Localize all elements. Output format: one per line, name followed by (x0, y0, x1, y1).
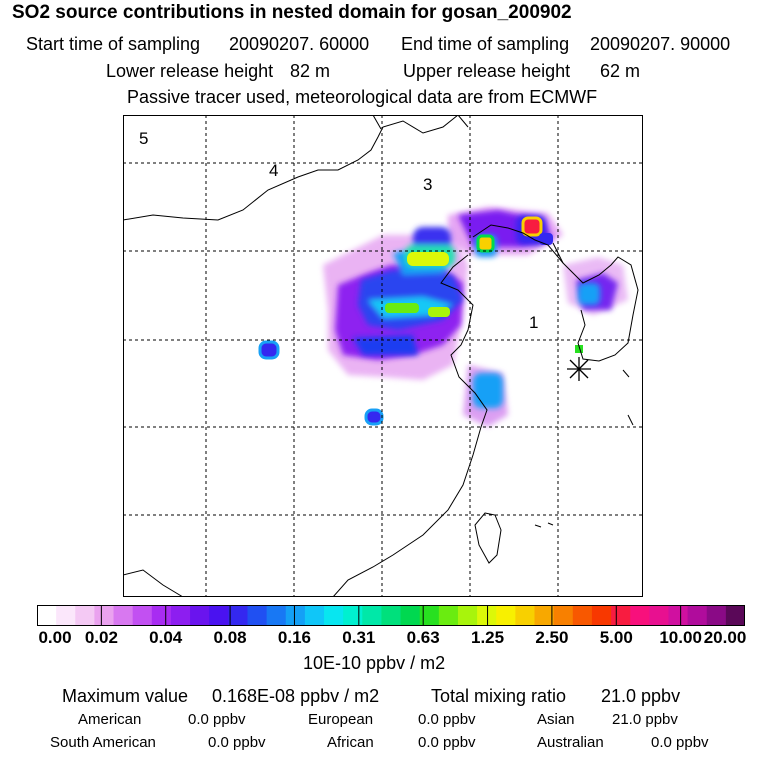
start-time-value: 20090207. 60000 (229, 34, 370, 54)
colorbar-swatch (438, 605, 459, 626)
region-label-1: 1 (529, 313, 538, 332)
colorbar-swatch (381, 605, 402, 626)
release-site-marker (567, 357, 591, 381)
colorbar-swatch (611, 605, 631, 626)
colorbar-swatch (706, 605, 727, 626)
region-african-label: African (327, 734, 374, 751)
colorbar-swatch (285, 605, 306, 626)
colorbar-tick-label: 0.31 (342, 628, 376, 647)
colorbar-swatch (649, 605, 670, 626)
colorbar-tick-label: 0.04 (149, 628, 183, 647)
colorbar-swatch (343, 605, 363, 626)
colorbar-swatch (687, 605, 708, 626)
colorbar-tick-label: 1.25 (470, 628, 505, 647)
hotspots (258, 216, 583, 426)
colorbar-swatch (75, 605, 96, 626)
region-african-value: 0.0 ppbv (418, 734, 476, 751)
colorbar-swatch (477, 605, 497, 626)
colorbar-swatch (190, 605, 210, 626)
colorbar-swatch (94, 605, 115, 626)
region-asian-value: 21.0 ppbv (612, 711, 678, 728)
colorbar-swatch (419, 605, 440, 626)
colorbar-swatch (725, 605, 745, 626)
lower-height-label: Lower release height (106, 61, 274, 81)
colorbar-tick-label: 0.00 (38, 628, 72, 647)
colorbar-swatch (132, 605, 153, 626)
max-value: 0.168E-08 ppbv / m2 (212, 686, 380, 706)
colorbar-unit: 10E-10 ppbv / m2 (303, 653, 446, 673)
region-label-4: 4 (269, 161, 278, 180)
tracer-note: Passive tracer used, meteorological data… (127, 87, 598, 107)
colorbar-swatch (457, 605, 478, 626)
colorbar-swatch (591, 605, 612, 626)
region-label-5: 5 (139, 129, 148, 148)
colorbar-swatch (151, 605, 172, 626)
region-label-3: 3 (423, 175, 432, 194)
lower-height-value: 82 m (290, 61, 331, 81)
colorbar-swatch (209, 605, 229, 626)
colorbar-swatch (496, 605, 516, 626)
concentration-map: 1 3 4 5 (123, 115, 643, 597)
colorbar-tick-label: 0.02 (84, 628, 118, 647)
region-european-label: European (308, 711, 374, 728)
region-american-label: American (78, 711, 142, 728)
colorbar-tick-label: 0.63 (406, 628, 440, 647)
colorbar-swatch (572, 605, 593, 626)
region-american-value: 0.0 ppbv (188, 711, 246, 728)
total-mixing-label: Total mixing ratio (431, 686, 567, 706)
colorbar-swatch (37, 605, 57, 626)
colorbar-swatch (668, 605, 689, 626)
colorbar-swatch (324, 605, 344, 626)
colorbar-swatch (228, 605, 249, 626)
region-south-american-value: 0.0 ppbv (208, 734, 266, 751)
max-value-label: Maximum value (62, 686, 189, 706)
colorbar-swatch (170, 605, 191, 626)
colorbar-swatch (56, 605, 76, 626)
colorbar-swatch (534, 605, 555, 626)
total-mixing-value: 21.0 ppbv (601, 686, 681, 706)
upper-height-value: 62 m (600, 61, 641, 81)
colorbar-swatch (304, 605, 325, 626)
colorbar-swatch (362, 605, 383, 626)
colorbar-tick-label: 20.00 (703, 628, 747, 647)
colorbar-tick-label: 2.50 (535, 628, 569, 647)
colorbar-swatch (553, 605, 574, 626)
colorbar-tick-label: 0.16 (277, 628, 311, 647)
colorbar (37, 605, 745, 626)
start-time-label: Start time of sampling (26, 34, 201, 54)
colorbar-swatch (400, 605, 421, 626)
region-european-value: 0.0 ppbv (418, 711, 476, 728)
colorbar-swatch (113, 605, 134, 626)
lat-lon-grid (123, 115, 643, 597)
colorbar-swatch (266, 605, 287, 626)
region-australian-label: Australian (537, 734, 604, 751)
colorbar-swatch (630, 605, 650, 626)
plot-title: SO2 source contributions in nested domai… (12, 2, 572, 23)
end-time-value: 20090207. 90000 (590, 34, 731, 54)
upper-height-label: Upper release height (403, 61, 571, 81)
colorbar-tick-label: 5.00 (599, 628, 633, 647)
region-asian-label: Asian (537, 711, 575, 728)
region-south-american-label: South American (50, 734, 156, 751)
colorbar-swatch (515, 605, 536, 626)
colorbar-swatch (247, 605, 268, 626)
colorbar-tick-label: 0.08 (213, 628, 247, 647)
end-time-label: End time of sampling (401, 34, 570, 54)
colorbar-tick-label: 10.00 (659, 628, 702, 647)
colorbar-frame (37, 605, 745, 626)
region-australian-value: 0.0 ppbv (651, 734, 709, 751)
